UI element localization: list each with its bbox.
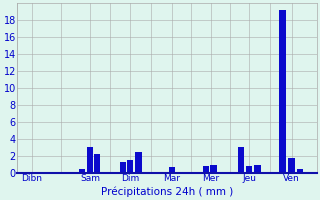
Bar — [246, 166, 252, 173]
Bar — [254, 165, 260, 173]
Bar — [94, 154, 100, 173]
Bar — [210, 165, 217, 173]
Bar — [238, 147, 244, 173]
Bar — [279, 10, 285, 173]
X-axis label: Précipitations 24h ( mm ): Précipitations 24h ( mm ) — [101, 186, 233, 197]
Bar — [203, 166, 210, 173]
Bar — [78, 169, 85, 173]
Bar — [169, 167, 175, 173]
Bar — [87, 147, 93, 173]
Bar — [120, 162, 126, 173]
Bar — [297, 169, 303, 173]
Bar — [127, 160, 133, 173]
Bar — [135, 152, 142, 173]
Bar — [288, 158, 295, 173]
